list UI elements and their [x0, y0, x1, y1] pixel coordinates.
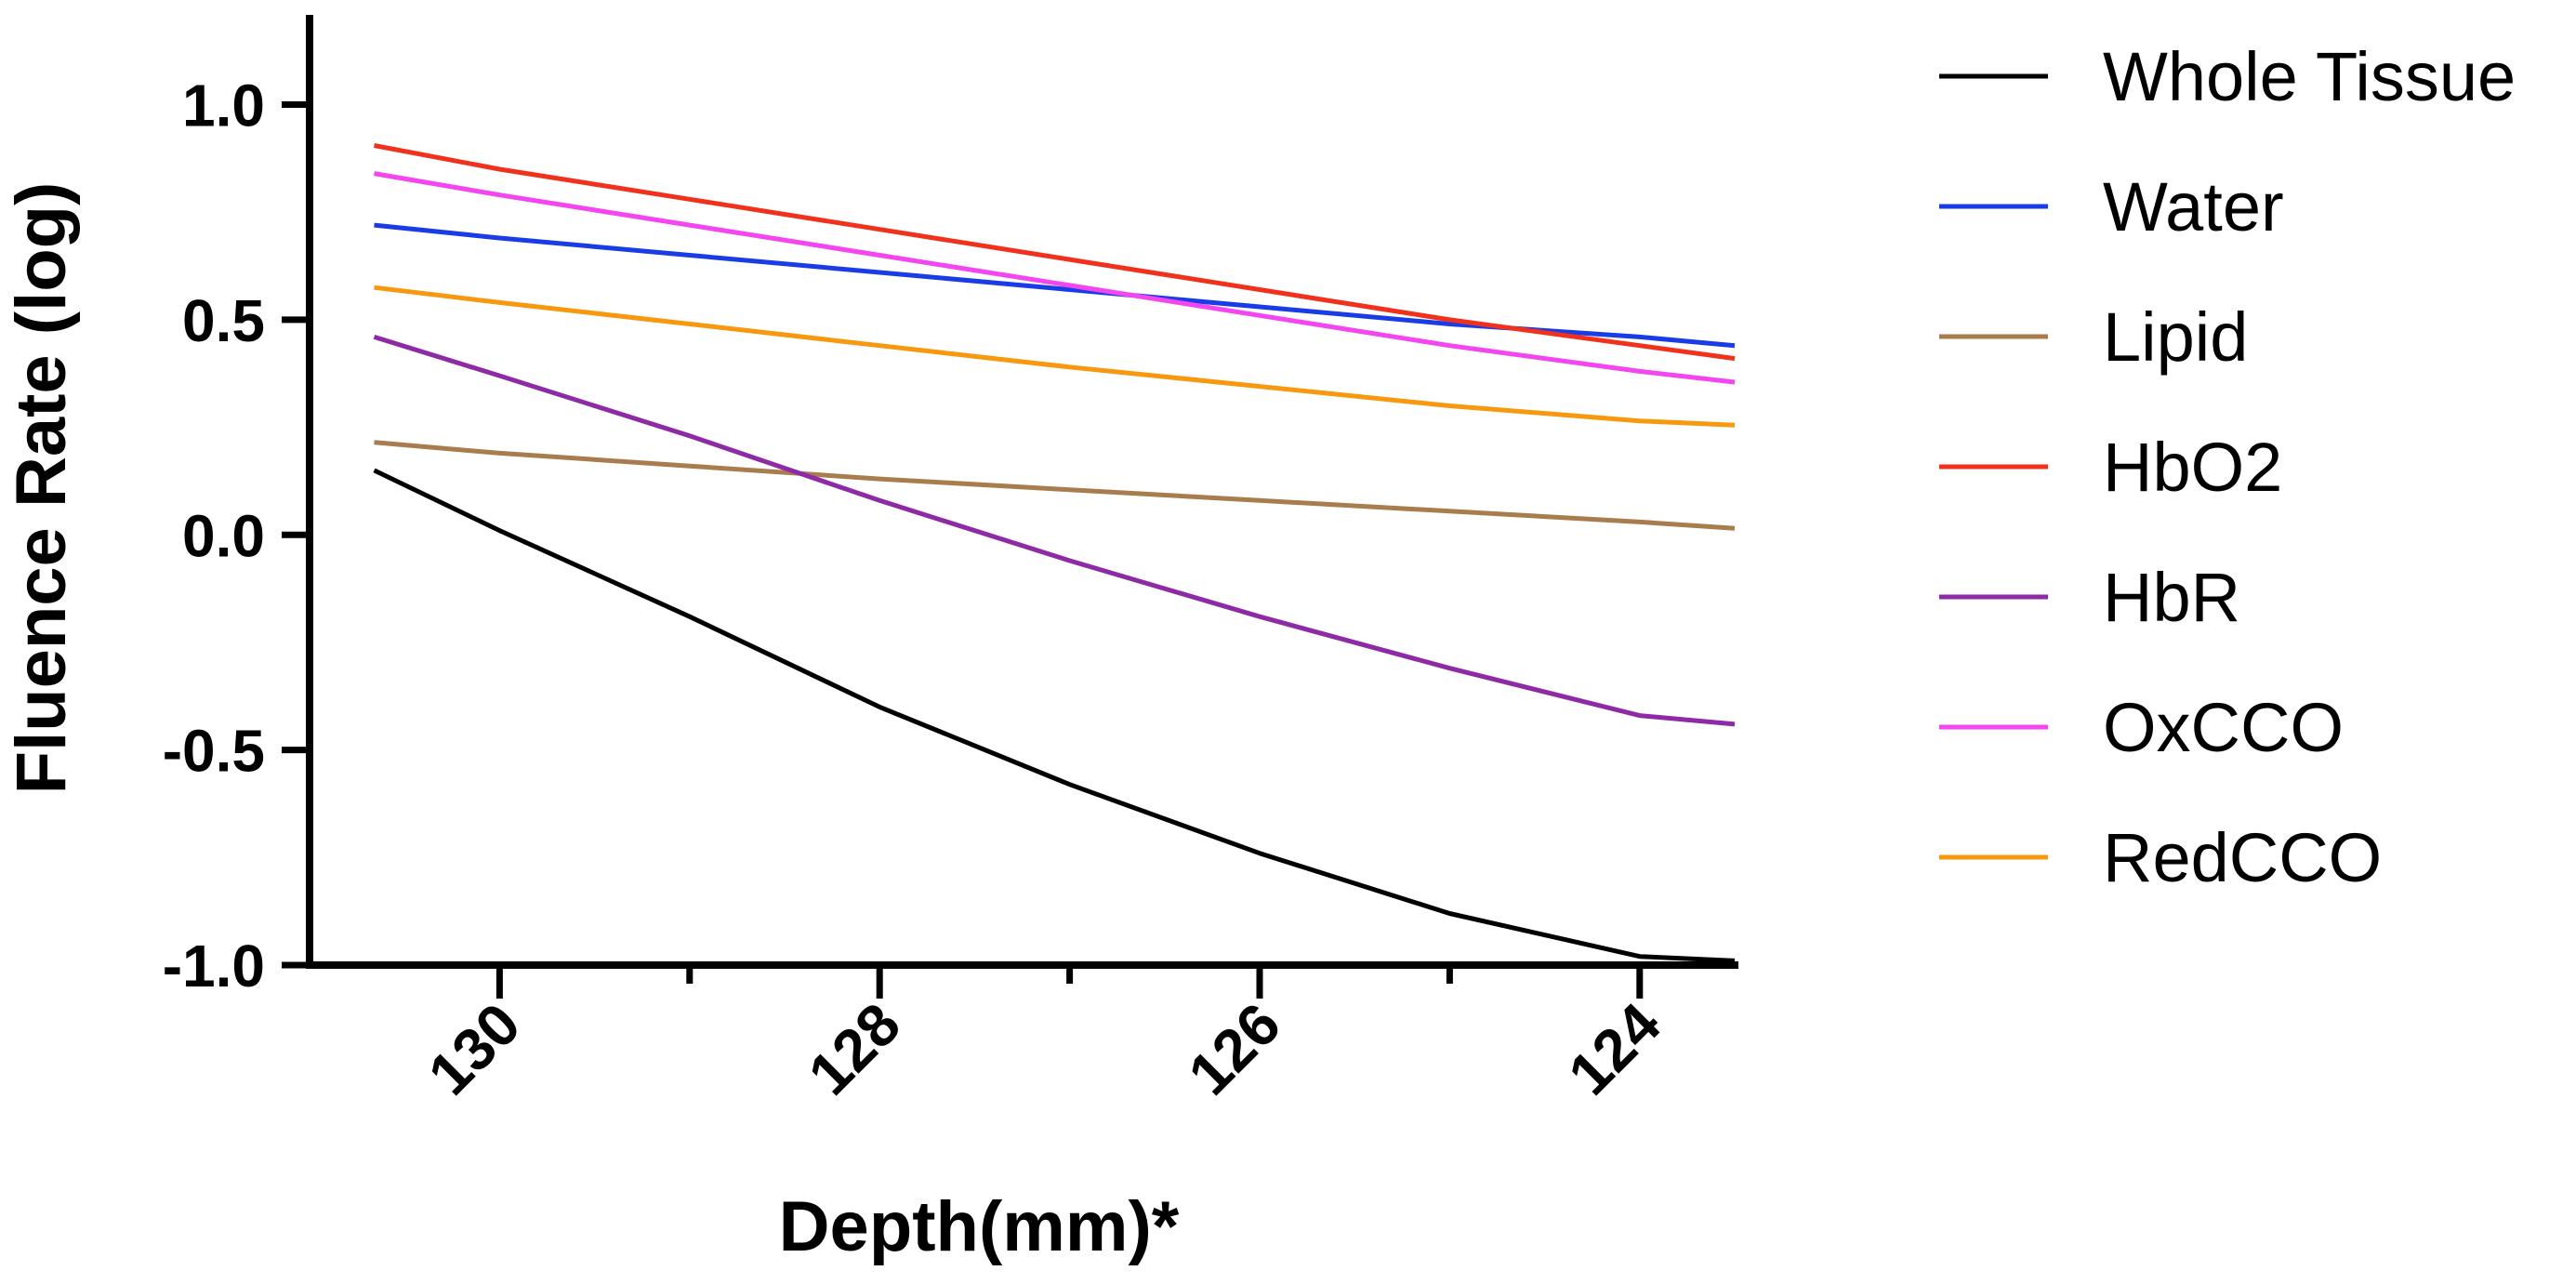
y-tick-label: 0.5: [182, 287, 265, 354]
y-tick-label: 1.0: [182, 73, 265, 139]
legend-label-whole-tissue: Whole Tissue: [2103, 38, 2516, 115]
y-tick-label: -1.0: [163, 933, 265, 999]
legend: Whole Tissue Water Lipid HbO2 HbR OxCCO RedCCO: [1939, 38, 2516, 896]
x-tick-label: 128: [796, 990, 913, 1107]
series-line-hbr: [373, 335, 1736, 727]
x-tick-label: 130: [416, 990, 533, 1107]
y-tick-label: 0.0: [182, 502, 265, 569]
series-line-hbo2: [374, 143, 1736, 362]
y-axis-title: Fluence Rate (log): [2, 182, 81, 795]
legend-label-oxcco: OxCCO: [2103, 689, 2344, 766]
x-tick-label: 126: [1175, 990, 1292, 1107]
series-layer: [373, 143, 1736, 963]
series-line-whole-tissue: [373, 468, 1736, 963]
legend-label-hbr: HbR: [2103, 559, 2240, 636]
series-line-lipid: [374, 440, 1736, 531]
series-line-redcco: [374, 285, 1736, 428]
axes: [306, 15, 1738, 969]
x-tick-label: 124: [1555, 990, 1673, 1108]
legend-label-hbo2: HbO2: [2103, 429, 2282, 506]
y-tick-label: -0.5: [163, 718, 265, 785]
x-ticks: 130 128 126 124: [416, 965, 1673, 1107]
legend-label-lipid: Lipid: [2103, 298, 2248, 376]
legend-label-water: Water: [2103, 168, 2284, 245]
legend-label-redcco: RedCCO: [2103, 819, 2382, 896]
x-axis-title: Depth(mm)*: [779, 1187, 1180, 1266]
series-line-water: [374, 222, 1736, 349]
y-ticks: 1.0 0.5 0.0 -0.5 -1.0: [163, 73, 310, 999]
series-line-oxcco: [374, 171, 1736, 385]
